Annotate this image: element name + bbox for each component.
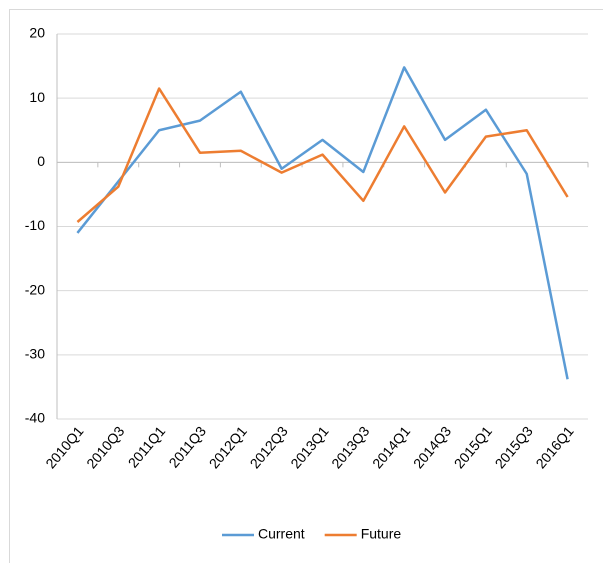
x-tick-label: 2016Q1 <box>532 423 576 472</box>
y-tick-label: -20 <box>25 281 45 297</box>
series-line <box>77 89 567 222</box>
legend-label: Future <box>361 526 402 542</box>
y-tick-label: -40 <box>25 410 45 426</box>
x-tick-label: 2012Q1 <box>206 423 250 472</box>
x-tick-label: 2011Q3 <box>165 423 209 471</box>
series-line <box>77 67 567 379</box>
y-tick-label: 20 <box>29 25 45 41</box>
chart-frame <box>10 10 603 564</box>
y-tick-label: -10 <box>25 217 45 233</box>
x-tick-label: 2015Q1 <box>451 423 495 472</box>
legend-label: Current <box>258 526 305 542</box>
x-tick-label: 2011Q1 <box>125 423 169 471</box>
x-tick-label: 2014Q1 <box>369 423 413 472</box>
y-tick-label: 0 <box>37 153 45 169</box>
x-tick-label: 2013Q1 <box>287 423 331 472</box>
x-tick-label: 2010Q3 <box>83 423 127 472</box>
x-tick-label: 2013Q3 <box>328 423 372 472</box>
x-tick-label: 2010Q1 <box>42 423 86 472</box>
y-tick-label: 10 <box>29 89 45 105</box>
x-tick-label: 2012Q3 <box>247 423 291 472</box>
x-tick-label: 2014Q3 <box>410 423 454 472</box>
y-tick-label: -30 <box>25 346 45 362</box>
x-tick-label: 2015Q3 <box>492 423 536 472</box>
